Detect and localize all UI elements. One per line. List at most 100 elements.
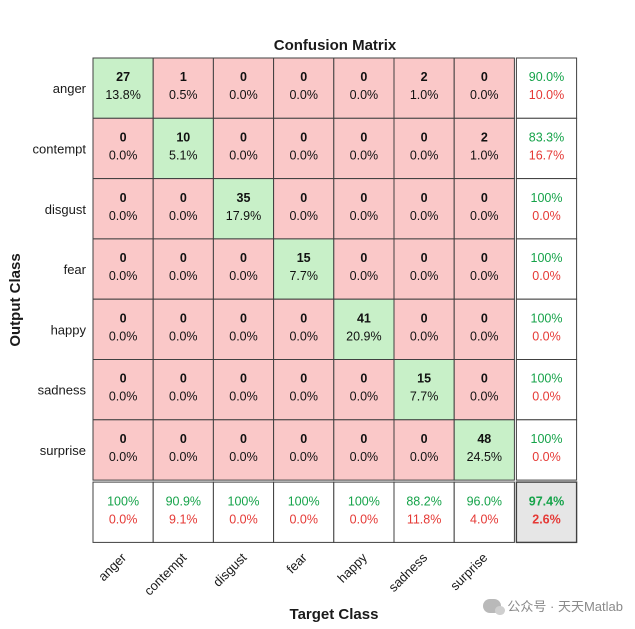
cell-count: 0 <box>120 311 127 325</box>
row-error: 10.0% <box>529 88 564 102</box>
col-summary-cell <box>92 481 154 543</box>
incorrect-cell <box>453 178 515 240</box>
cell-percent: 0.0% <box>470 269 499 283</box>
row-label: sadness <box>38 383 87 398</box>
cell-count: 0 <box>421 432 428 446</box>
cell-percent: 0.0% <box>289 209 318 223</box>
col-recall: 96.0% <box>467 494 502 508</box>
cell-count: 48 <box>477 432 491 446</box>
col-label: disgust <box>210 550 250 590</box>
col-error: 4.0% <box>470 512 499 526</box>
row-label: contempt <box>33 141 87 156</box>
cell-count: 0 <box>180 311 187 325</box>
cell-percent: 7.7% <box>410 390 439 404</box>
cell-percent: 0.0% <box>229 88 258 102</box>
cell-percent: 0.0% <box>470 209 499 223</box>
incorrect-cell <box>152 178 214 240</box>
row-error: 0.0% <box>532 450 561 464</box>
row-precision: 100% <box>531 191 563 205</box>
incorrect-cell <box>393 238 455 300</box>
cell-percent: 0.0% <box>350 390 379 404</box>
output-class-labels: anger contempt disgust fear happy sadness surp… <box>33 81 87 458</box>
cell-count: 0 <box>481 70 488 84</box>
row-precision: 100% <box>531 432 563 446</box>
col-label: fear <box>283 549 310 576</box>
incorrect-cell <box>453 238 515 300</box>
target-class-labels: anger contempt disgust fear happy sadness surp… <box>95 549 490 598</box>
incorrect-cell <box>393 57 455 119</box>
col-label: happy <box>334 550 370 586</box>
overall-accuracy-cell <box>515 481 578 544</box>
row-error: 0.0% <box>532 390 561 404</box>
col-summary-cell <box>393 481 455 543</box>
cell-percent: 0.0% <box>470 88 499 102</box>
incorrect-cell <box>212 298 275 361</box>
col-label: anger <box>95 549 130 584</box>
cell-count: 0 <box>481 251 488 265</box>
cell-count: 0 <box>421 311 428 325</box>
cell-percent: 0.0% <box>109 329 138 343</box>
row-error: 0.0% <box>532 329 561 343</box>
row-error: 0.0% <box>532 269 561 283</box>
row-precision: 100% <box>531 251 563 265</box>
cell-count: 0 <box>421 191 428 205</box>
cell-count: 0 <box>360 191 367 205</box>
cell-percent: 0.0% <box>229 148 258 162</box>
cell-percent: 0.0% <box>229 329 258 343</box>
col-label: contempt <box>141 550 190 599</box>
incorrect-cell <box>152 238 214 300</box>
cell-percent: 0.0% <box>109 209 138 223</box>
incorrect-cell <box>212 57 275 119</box>
col-recall: 100% <box>107 494 139 508</box>
cell-percent: 0.0% <box>289 148 318 162</box>
col-summary-cell <box>273 481 335 543</box>
cell-count: 0 <box>360 251 367 265</box>
col-label: surprise <box>447 550 490 593</box>
cell-count: 0 <box>120 191 127 205</box>
incorrect-cell <box>92 419 154 481</box>
cell-percent: 0.0% <box>470 329 499 343</box>
incorrect-cell <box>333 117 395 180</box>
incorrect-cell <box>273 178 335 240</box>
cell-count: 0 <box>180 372 187 386</box>
cell-count: 0 <box>300 432 307 446</box>
cell-percent: 0.0% <box>289 329 318 343</box>
cell-percent: 0.0% <box>289 450 318 464</box>
col-error: 11.8% <box>407 512 442 526</box>
cell-percent: 7.7% <box>289 269 318 283</box>
incorrect-cell <box>333 419 395 481</box>
cell-percent: 0.0% <box>229 450 258 464</box>
cell-count: 2 <box>481 130 488 144</box>
row-summary-cell <box>515 117 578 180</box>
row-precision: 83.3% <box>529 130 564 144</box>
cell-percent: 0.0% <box>289 390 318 404</box>
cell-percent: 0.0% <box>350 148 379 162</box>
row-precision: 100% <box>531 372 563 386</box>
col-recall: 100% <box>288 494 320 508</box>
col-error: 0.0% <box>289 512 318 526</box>
cell-percent: 0.0% <box>229 269 258 283</box>
cell-percent: 0.0% <box>229 390 258 404</box>
cell-count: 0 <box>421 251 428 265</box>
cell-count: 27 <box>116 70 130 84</box>
row-summary-cell <box>515 238 578 300</box>
incorrect-cell <box>92 298 154 361</box>
cell-percent: 0.0% <box>410 450 439 464</box>
cell-count: 0 <box>481 311 488 325</box>
row-summary-cell <box>515 57 578 119</box>
row-error: 0.0% <box>532 209 561 223</box>
cell-count: 35 <box>237 191 251 205</box>
cell-count: 0 <box>240 432 247 446</box>
cell-count: 0 <box>300 311 307 325</box>
cell-count: 0 <box>240 311 247 325</box>
overall-accuracy: 97.4% <box>529 494 564 508</box>
cell-percent: 0.0% <box>350 269 379 283</box>
wechat-icon <box>483 598 506 615</box>
row-precision: 90.0% <box>529 70 564 84</box>
row-summary-cell <box>515 359 578 421</box>
incorrect-cell <box>453 117 515 180</box>
cell-count: 41 <box>357 311 371 325</box>
col-summary-cell <box>152 481 214 543</box>
col-recall: 88.2% <box>406 494 441 508</box>
col-summary-cell <box>333 481 395 543</box>
